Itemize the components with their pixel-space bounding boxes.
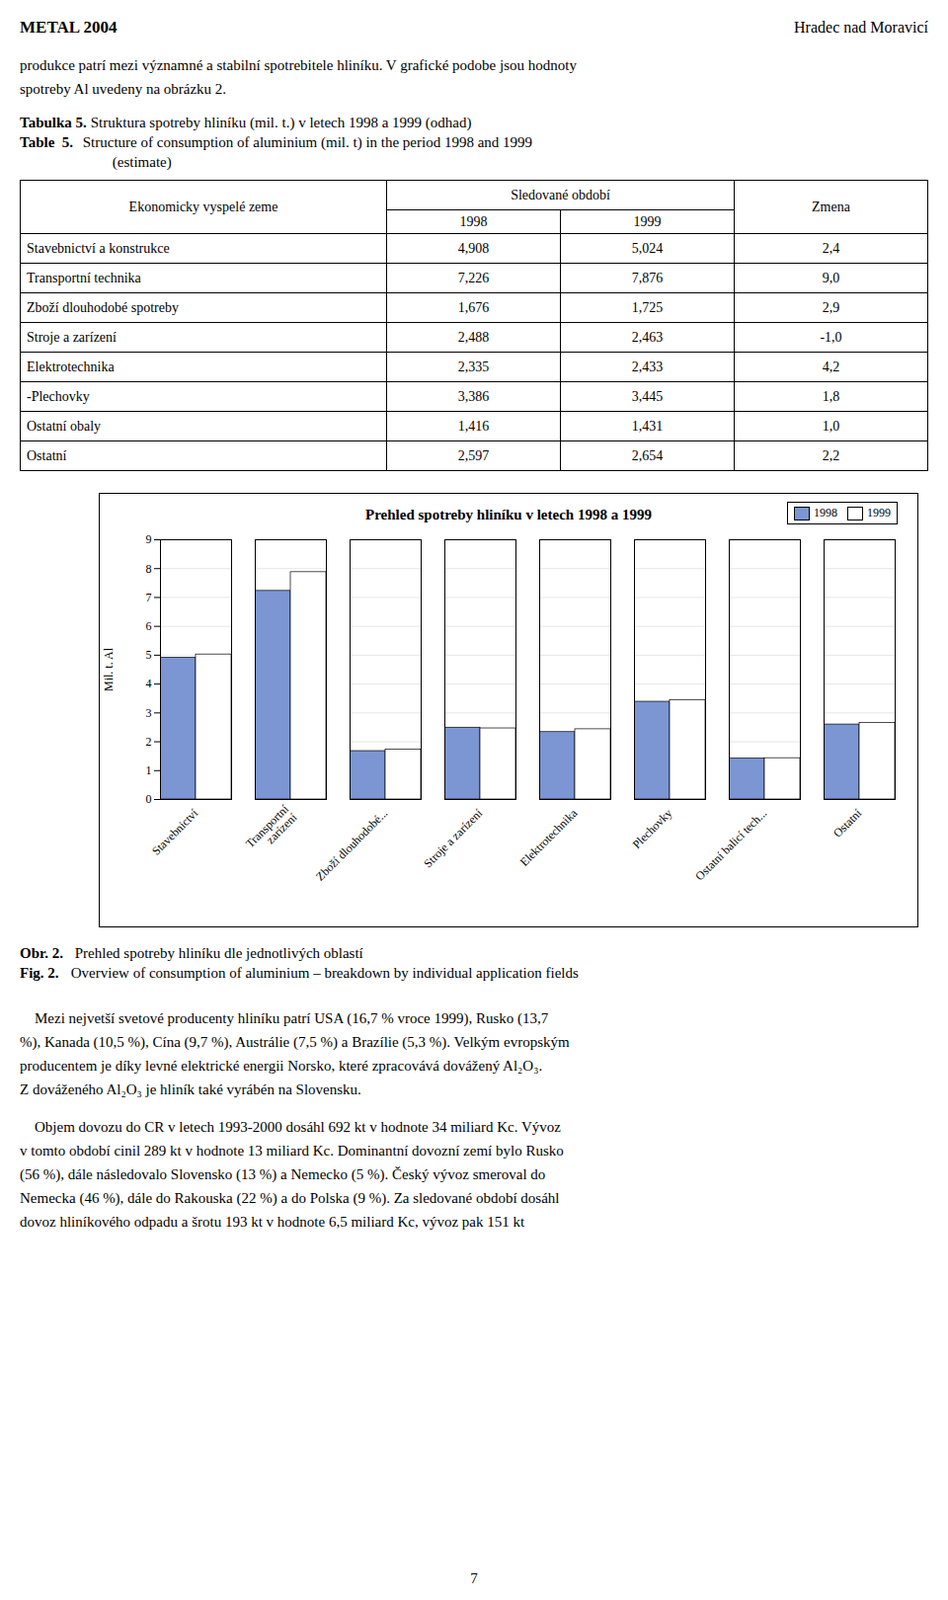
svg-text:Elektrotechnika: Elektrotechnika	[517, 805, 581, 869]
html-text:Ekonomicky vyspelé zeme: Ekonomicky vyspelé zeme	[128, 198, 278, 214]
html-text:1,725: 1,725	[631, 299, 663, 315]
html-text:2,2: 2,2	[822, 447, 840, 463]
html-text:3,386: 3,386	[458, 388, 490, 404]
html-text:1998: 1998	[813, 505, 838, 520]
html-text:9,0: 9,0	[822, 270, 840, 285]
html-text:Overview of consumption of alu: Overview of consumption of aluminium – b…	[67, 964, 579, 981]
svg-text:7: 7	[146, 590, 153, 605]
html-text:4,2: 4,2	[822, 358, 840, 374]
svg-text:Ostatní balicí tech...: Ostatní balicí tech...	[692, 805, 770, 883]
svg-text:8: 8	[146, 561, 153, 576]
html-text:Stroje a zarízení: Stroje a zarízení	[26, 329, 117, 345]
html-text:2,335: 2,335	[458, 358, 490, 374]
html-text:Transportní technika: Transportní technika	[26, 270, 142, 285]
html-text:7,876: 7,876	[631, 270, 663, 285]
html-text:Obr. 2.: Obr. 2.	[19, 945, 64, 961]
html-text:Prehled spotreby hliníku dle j: Prehled spotreby hliníku dle jednotlivýc…	[71, 945, 364, 961]
html-text:Ostatní obaly: Ostatní obaly	[26, 418, 101, 434]
html-text:2,597: 2,597	[458, 447, 490, 463]
html-text:3,445: 3,445	[631, 388, 663, 404]
svg-text:1: 1	[146, 763, 153, 778]
svg-text:9: 9	[146, 532, 153, 547]
html-text:Objem dovozu do CR v letech 19: Objem dovozu do CR v letech 1993-2000 do…	[19, 1118, 564, 1230]
html-text:2,488: 2,488	[458, 329, 490, 345]
html-text:Zboží dlouhodobé spotreby: Zboží dlouhodobé spotreby	[26, 299, 179, 315]
html-text:Tabulka 5. Struktura spotreby: Tabulka 5. Struktura spotreby hliníku (m…	[19, 114, 472, 131]
html-text:1,676: 1,676	[458, 299, 490, 315]
svg-text:Ostatní: Ostatní	[830, 805, 866, 841]
html-text:-Plechovky: -Plechovky	[26, 388, 90, 404]
html-text:2,9: 2,9	[822, 299, 840, 315]
html-text:1999: 1999	[867, 505, 891, 520]
html-text:1998: 1998	[459, 213, 488, 229]
html-text:4,908: 4,908	[458, 240, 490, 256]
svg-text:Plechovky: Plechovky	[630, 805, 676, 852]
html-text:(estimate): (estimate)	[79, 154, 172, 170]
svg-text:Transportnízarízení: Transportnízarízení	[242, 801, 301, 860]
svg-text:4: 4	[146, 676, 153, 691]
html-text:2,654: 2,654	[631, 447, 663, 463]
html-text:1999: 1999	[633, 213, 662, 229]
svg-text:3: 3	[146, 706, 153, 720]
html-text:7,226: 7,226	[458, 270, 490, 285]
html-text:Mezi nejvetší svetové producen: Mezi nejvetší svetové producenty hliníku…	[19, 1010, 570, 1098]
svg-text:5: 5	[146, 647, 153, 662]
svg-text:Stavebnictví: Stavebnictví	[149, 805, 202, 859]
html-text:1,416: 1,416	[458, 418, 490, 434]
svg-text:Zboží dlouhodobé...: Zboží dlouhodobé...	[313, 805, 391, 883]
html-text:Elektrotechnika: Elektrotechnika	[26, 358, 115, 374]
html-text:Fig. 2.: Fig. 2.	[19, 964, 59, 981]
html-text:Table 5. Structure of consumpt: Table 5. Structure of consumption of alu…	[19, 134, 533, 151]
html-text:Zmena: Zmena	[811, 198, 851, 214]
html-text:produkce patrí mezi významné a: produkce patrí mezi významné a stabilní …	[19, 57, 577, 97]
html-text:5,024: 5,024	[631, 240, 663, 256]
svg-text:0: 0	[146, 791, 153, 806]
html-text:7: 7	[470, 1570, 478, 1586]
html-text:1,431: 1,431	[631, 418, 663, 434]
html-text:Hradec nad Moravicí: Hradec nad Moravicí	[794, 18, 929, 36]
html-text:Stavebnictví a konstrukce: Stavebnictví a konstrukce	[26, 240, 170, 256]
html-text:2,433: 2,433	[631, 358, 663, 374]
svg-text:Mil. t. Al: Mil. t. Al	[101, 646, 116, 692]
html-text:1,8: 1,8	[822, 388, 840, 404]
html-text:2,4: 2,4	[822, 240, 840, 256]
html-text:-1,0: -1,0	[820, 329, 842, 345]
svg-text:Stroje a zarízení: Stroje a zarízení	[420, 805, 485, 870]
svg-text:6: 6	[146, 619, 153, 633]
html-text:1,0: 1,0	[822, 418, 840, 434]
html-text:METAL 2004: METAL 2004	[19, 17, 117, 37]
html-text:2,463: 2,463	[631, 329, 663, 345]
html-text:Ostatní: Ostatní	[26, 447, 67, 463]
html-text:Prehled spotreby hliníku v let: Prehled spotreby hliníku v letech 1998 a…	[365, 506, 652, 523]
svg-text:2: 2	[146, 734, 153, 749]
html-text:Sledované období: Sledované období	[510, 187, 611, 202]
